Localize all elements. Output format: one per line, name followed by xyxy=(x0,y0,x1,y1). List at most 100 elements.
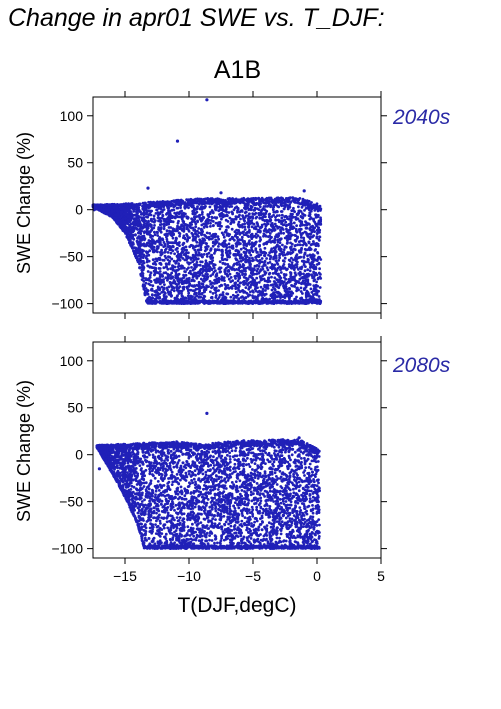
data-point xyxy=(289,218,293,222)
data-point xyxy=(294,239,298,243)
data-point xyxy=(235,258,239,262)
data-point xyxy=(282,207,286,211)
data-point xyxy=(275,295,279,299)
data-point xyxy=(246,277,250,281)
data-point xyxy=(282,280,286,284)
data-point xyxy=(183,252,187,256)
data-point xyxy=(228,245,231,249)
data-point xyxy=(288,222,291,226)
data-point xyxy=(288,295,291,299)
data-point xyxy=(268,238,272,242)
data-point xyxy=(152,226,156,230)
data-point xyxy=(204,259,208,263)
data-point xyxy=(315,280,318,284)
data-point xyxy=(169,294,173,298)
data-point xyxy=(193,199,196,203)
data-point xyxy=(205,252,209,256)
data-point xyxy=(191,233,195,237)
data-point xyxy=(158,262,162,265)
data-point xyxy=(151,284,155,288)
data-point xyxy=(195,260,199,264)
data-point xyxy=(248,293,252,297)
data-point xyxy=(294,197,298,201)
data-point xyxy=(191,238,195,242)
data-point xyxy=(110,214,113,218)
data-point xyxy=(278,265,281,269)
data-point xyxy=(186,294,190,298)
data-point xyxy=(181,257,185,260)
data-point xyxy=(311,254,315,258)
data-point xyxy=(182,221,186,225)
data-point xyxy=(218,213,221,217)
data-point xyxy=(231,237,235,241)
data-point xyxy=(277,286,281,290)
data-point xyxy=(209,221,212,225)
data-point xyxy=(223,214,227,218)
data-point xyxy=(262,232,266,236)
data-point xyxy=(250,225,254,229)
data-point xyxy=(252,290,255,294)
data-point xyxy=(236,215,239,219)
data-point xyxy=(238,256,242,260)
data-point xyxy=(221,203,225,207)
data-point xyxy=(243,211,247,215)
data-point xyxy=(312,272,316,275)
data-point xyxy=(239,217,242,221)
data-point xyxy=(225,258,229,262)
data-point xyxy=(171,220,175,224)
data-point xyxy=(180,301,184,304)
data-point xyxy=(284,277,288,281)
data-point xyxy=(312,279,316,283)
data-point xyxy=(310,274,314,278)
data-point xyxy=(238,224,242,227)
data-point xyxy=(251,276,254,280)
data-point xyxy=(166,267,170,271)
data-point xyxy=(193,291,197,295)
data-point xyxy=(216,248,219,252)
data-point xyxy=(236,293,240,297)
data-point xyxy=(202,216,206,220)
data-point xyxy=(173,252,177,256)
data-point xyxy=(184,245,188,249)
data-point xyxy=(295,224,298,228)
data-point xyxy=(295,279,298,283)
data-point xyxy=(196,197,199,201)
data-point xyxy=(299,267,303,271)
data-point xyxy=(309,205,312,209)
data-point xyxy=(212,234,215,238)
data-point xyxy=(274,215,277,219)
data-point xyxy=(297,268,300,271)
data-point xyxy=(259,268,263,271)
data-point xyxy=(279,230,283,233)
data-point xyxy=(242,216,245,219)
data-point xyxy=(128,207,132,210)
data-point xyxy=(283,260,286,263)
data-point xyxy=(299,236,303,239)
data-point xyxy=(215,289,219,293)
data-point xyxy=(259,226,262,230)
data-point xyxy=(217,237,221,241)
data-point xyxy=(231,197,235,200)
data-point xyxy=(206,263,209,266)
data-point xyxy=(297,240,301,244)
data-point xyxy=(187,229,191,233)
data-point xyxy=(145,215,148,219)
data-point xyxy=(299,221,303,225)
data-point xyxy=(221,250,224,254)
data-point xyxy=(199,243,203,247)
data-point xyxy=(145,204,149,208)
data-point xyxy=(147,259,151,263)
data-point xyxy=(282,223,286,227)
data-point xyxy=(158,292,162,296)
data-point xyxy=(280,279,284,283)
data-point xyxy=(223,283,227,286)
data-point xyxy=(176,294,179,298)
data-point xyxy=(210,209,214,212)
data-point xyxy=(224,287,227,291)
data-point xyxy=(159,217,163,220)
data-point xyxy=(176,258,180,262)
data-point xyxy=(145,212,148,216)
data-point xyxy=(159,237,163,241)
data-point xyxy=(248,239,251,243)
data-point xyxy=(106,208,109,212)
